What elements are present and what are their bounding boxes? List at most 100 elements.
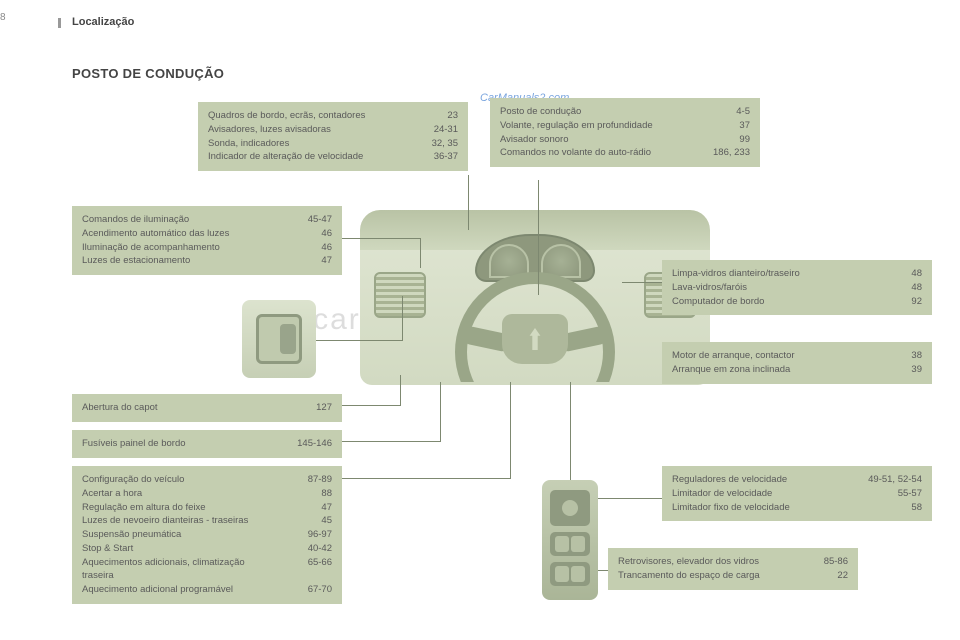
callout-label: Trancamento do espaço de carga xyxy=(618,569,800,583)
callout-label: Aquecimentos adicionais, climatização tr… xyxy=(82,556,284,584)
callout-page: 46 xyxy=(284,241,332,255)
bonnet-handle-icon xyxy=(242,300,316,378)
leader-line xyxy=(538,180,539,295)
callout-page: 36-37 xyxy=(410,150,458,164)
callout-row: Luzes de estacionamento47 xyxy=(82,254,332,268)
callout-row: Stop & Start40-42 xyxy=(82,542,332,556)
leader-line xyxy=(622,282,662,283)
callout-label: Abertura do capot xyxy=(82,401,284,415)
callout-label: Stop & Start xyxy=(82,542,284,556)
callout-label: Quadros de bordo, ecrãs, contadores xyxy=(208,109,410,123)
callout-label: Iluminação de acompanhamento xyxy=(82,241,284,255)
leader-line xyxy=(468,175,469,230)
page-heading: POSTO DE CONDUÇÃO xyxy=(72,66,224,81)
callout-page: 127 xyxy=(284,401,332,415)
callout-label: Computador de bordo xyxy=(672,295,874,309)
callout-label: Comandos de iluminação xyxy=(82,213,284,227)
callout-row: Retrovisores, elevador dos vidros85-86 xyxy=(618,555,848,569)
callout-label: Limpa-vidros dianteiro/traseiro xyxy=(672,267,874,281)
leader-line xyxy=(510,382,511,479)
callout-page: 39 xyxy=(874,363,922,377)
callout-row: Acertar a hora88 xyxy=(82,487,332,501)
callout-label: Reguladores de velocidade xyxy=(672,473,868,487)
callout-row: Fusíveis painel de bordo145-146 xyxy=(82,437,332,451)
callout-page: 85-86 xyxy=(800,555,848,569)
breadcrumb: Localização xyxy=(72,16,134,28)
callout-cruise: Reguladores de velocidade49-51, 52-54Lim… xyxy=(662,466,932,521)
callout-instruments: Quadros de bordo, ecrãs, contadores23Avi… xyxy=(198,102,468,171)
leader-line xyxy=(342,238,420,239)
callout-label: Volante, regulação em profundidade xyxy=(500,119,702,133)
callout-row: Luzes de nevoeiro dianteiras - traseiras… xyxy=(82,514,332,528)
callout-row: Lava-vidros/faróis48 xyxy=(672,281,922,295)
callout-label: Fusíveis painel de bordo xyxy=(82,437,284,451)
callout-page: 38 xyxy=(874,349,922,363)
callout-row: Computador de bordo92 xyxy=(672,295,922,309)
steering-wheel-icon xyxy=(455,272,615,382)
callout-page: 46 xyxy=(284,227,332,241)
leader-line xyxy=(598,498,662,499)
callout-page: 65-66 xyxy=(284,556,332,584)
callout-page: 99 xyxy=(702,133,750,147)
callout-page: 22 xyxy=(800,569,848,583)
callout-page: 32, 35 xyxy=(410,137,458,151)
callout-page: 145-146 xyxy=(284,437,332,451)
callout-row: Configuração do veículo87-89 xyxy=(82,473,332,487)
page-number: 8 xyxy=(0,12,6,23)
callout-label: Retrovisores, elevador dos vidros xyxy=(618,555,800,569)
callout-label: Avisadores, luzes avisadoras xyxy=(208,123,410,137)
callout-page: 48 xyxy=(874,281,922,295)
callout-row: Regulação em altura do feixe47 xyxy=(82,501,332,515)
callout-label: Suspensão pneumática xyxy=(82,528,284,542)
callout-label: Acendimento automático das luzes xyxy=(82,227,284,241)
callout-page: 45 xyxy=(284,514,332,528)
callout-label: Limitador de velocidade xyxy=(672,487,874,501)
callout-label: Arranque em zona inclinada xyxy=(672,363,874,377)
callout-row: Avisadores, luzes avisadoras24-31 xyxy=(208,123,458,137)
callout-label: Luzes de nevoeiro dianteiras - traseiras xyxy=(82,514,284,528)
callout-label: Lava-vidros/faróis xyxy=(672,281,874,295)
callout-page: 47 xyxy=(284,254,332,268)
callout-label: Posto de condução xyxy=(500,105,702,119)
callout-mirrors: Retrovisores, elevador dos vidros85-86Tr… xyxy=(608,548,858,590)
callout-row: Posto de condução4-5 xyxy=(500,105,750,119)
leader-line xyxy=(400,375,401,406)
callout-row: Reguladores de velocidade49-51, 52-54 xyxy=(672,473,922,487)
leader-line xyxy=(342,478,510,479)
vent-left-icon xyxy=(374,272,426,318)
leader-line xyxy=(420,238,421,268)
callout-row: Limitador de velocidade55-57 xyxy=(672,487,922,501)
callout-row: Volante, regulação em profundidade37 xyxy=(500,119,750,133)
callout-page: 48 xyxy=(874,267,922,281)
callout-row: Arranque em zona inclinada39 xyxy=(672,363,922,377)
leader-line xyxy=(440,382,441,442)
callout-row: Sonda, indicadores32, 35 xyxy=(208,137,458,151)
callout-label: Luzes de estacionamento xyxy=(82,254,284,268)
leader-line xyxy=(316,340,402,341)
callout-label: Avisador sonoro xyxy=(500,133,702,147)
leader-line xyxy=(570,382,571,480)
callout-lighting: Comandos de iluminação45-47Acendimento a… xyxy=(72,206,342,275)
callout-row: Acendimento automático das luzes46 xyxy=(82,227,332,241)
callout-page: 92 xyxy=(874,295,922,309)
callout-row: Limpa-vidros dianteiro/traseiro48 xyxy=(672,267,922,281)
callout-row: Comandos de iluminação45-47 xyxy=(82,213,332,227)
callout-starter: Motor de arranque, contactor38Arranque e… xyxy=(662,342,932,384)
callout-page: 186, 233 xyxy=(702,146,750,160)
callout-page: 45-47 xyxy=(284,213,332,227)
callout-wipers: Limpa-vidros dianteiro/traseiro48Lava-vi… xyxy=(662,260,932,315)
leader-line xyxy=(598,570,608,571)
callout-label: Comandos no volante do auto-rádio xyxy=(500,146,702,160)
window-switch-icon xyxy=(542,480,598,600)
callout-row: Aquecimento adicional programável67-70 xyxy=(82,583,332,597)
callout-steering: Posto de condução4-5Volante, regulação e… xyxy=(490,98,760,167)
callout-page: 4-5 xyxy=(702,105,750,119)
callout-page: 87-89 xyxy=(284,473,332,487)
callout-page: 67-70 xyxy=(284,583,332,597)
leader-line xyxy=(342,405,400,406)
callout-row: Quadros de bordo, ecrãs, contadores23 xyxy=(208,109,458,123)
callout-page: 96-97 xyxy=(284,528,332,542)
callout-page: 24-31 xyxy=(410,123,458,137)
callout-label: Motor de arranque, contactor xyxy=(672,349,874,363)
callout-label: Aquecimento adicional programável xyxy=(82,583,284,597)
